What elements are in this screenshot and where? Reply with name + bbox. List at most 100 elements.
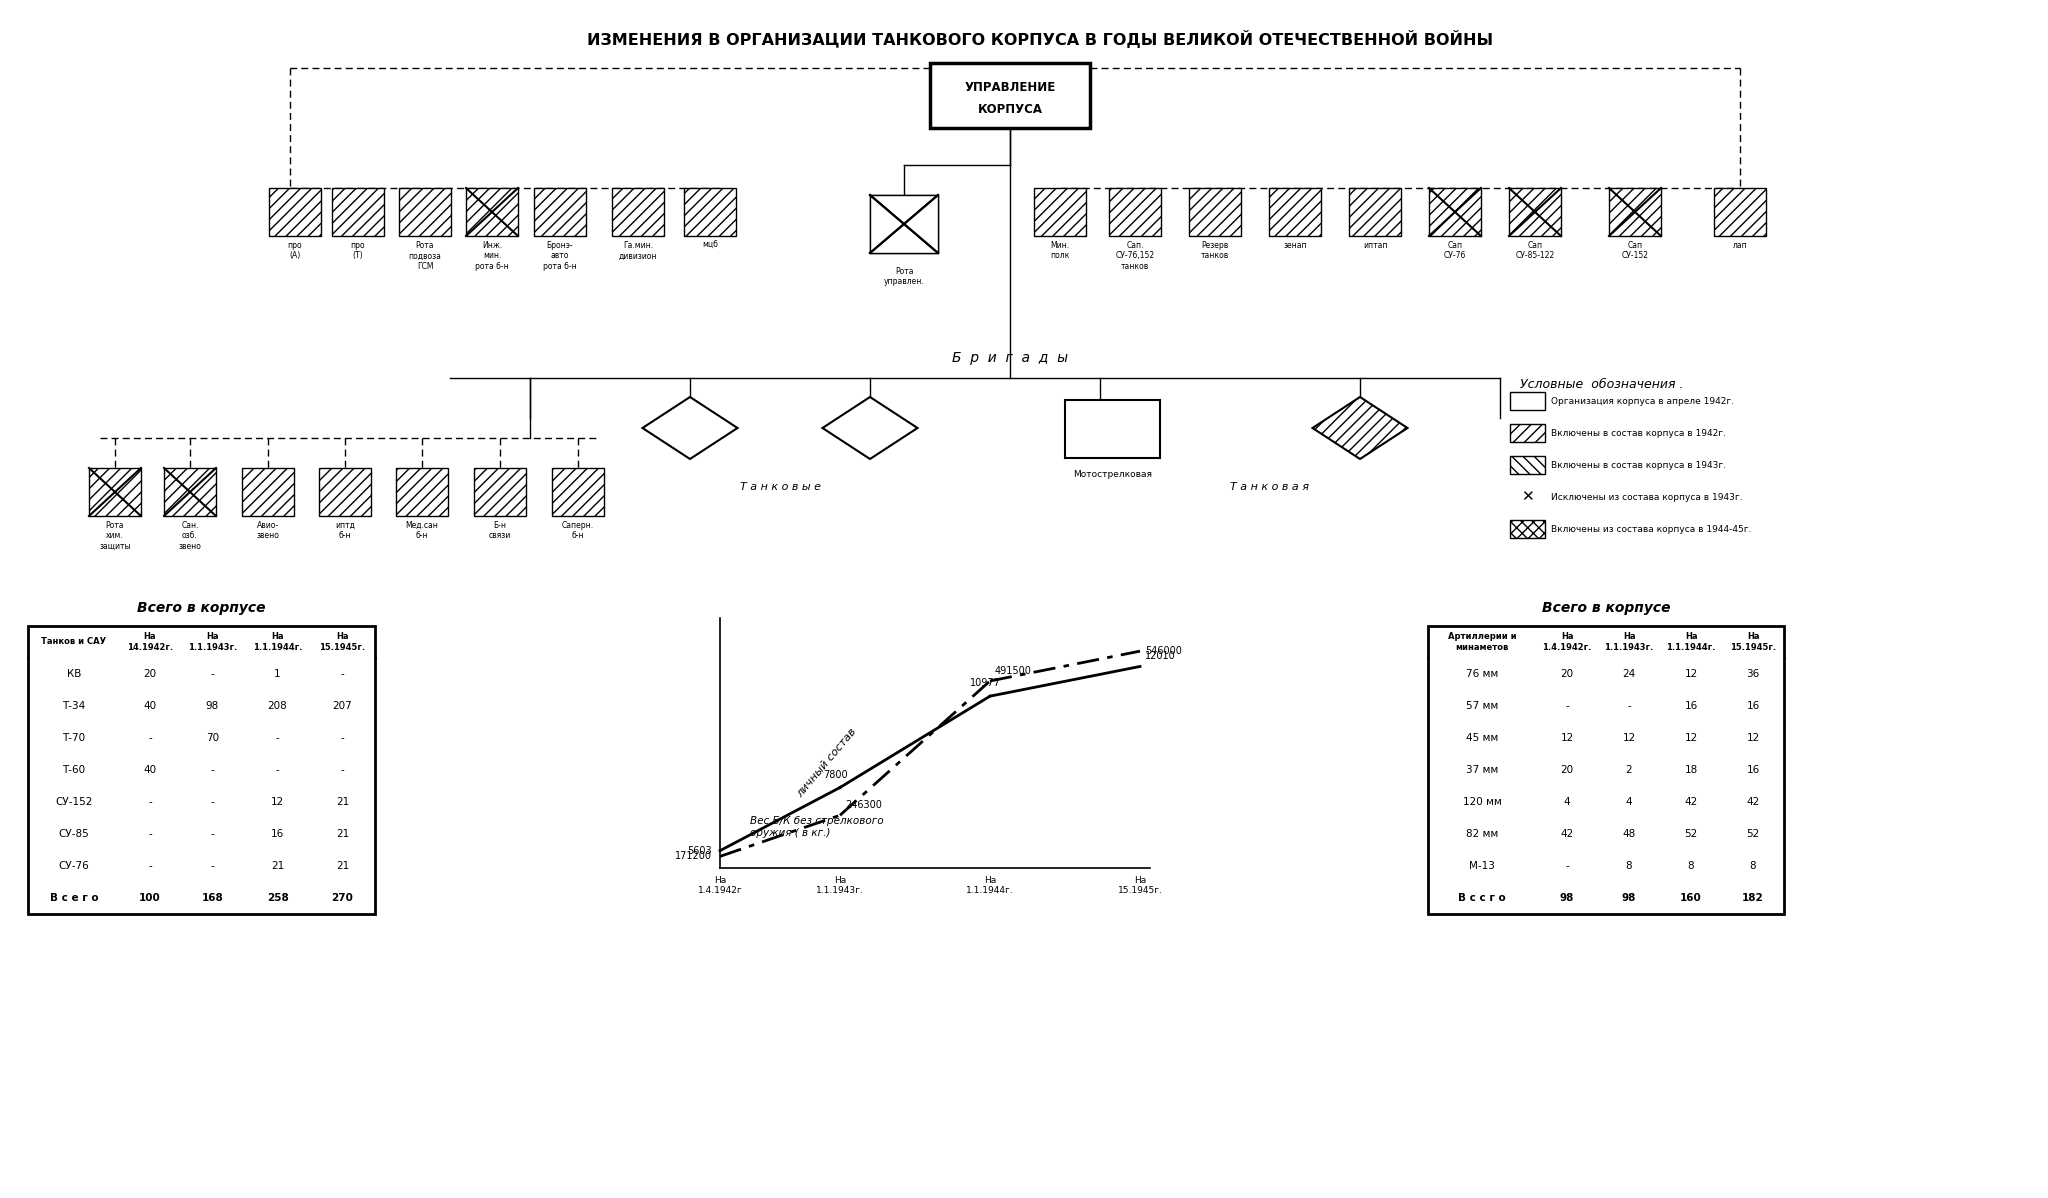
Text: 76 мм: 76 мм [1466,668,1499,679]
Text: Т а н к о в ы е: Т а н к о в ы е [739,482,821,492]
Text: -: - [211,861,215,871]
Text: 4: 4 [1565,797,1571,807]
Text: Всего в корпусе: Всего в корпусе [1542,601,1671,615]
Text: Сап
СУ-152: Сап СУ-152 [1622,241,1649,260]
Bar [1427,627,1784,914]
Bar [332,188,385,236]
Text: 20: 20 [1561,766,1573,775]
Bar [535,188,586,236]
Text: Га.мин.
дивизион: Га.мин. дивизион [618,241,657,260]
Text: Б-н
связи: Б-н связи [489,521,512,540]
Text: 21: 21 [336,829,348,839]
Bar [612,188,664,236]
Bar [1065,400,1159,458]
Text: Включены в состав корпуса в 1943г.: Включены в состав корпуса в 1943г. [1550,460,1726,470]
Text: зенап: зенап [1284,241,1307,250]
Text: На
15.1945г.: На 15.1945г. [1731,633,1776,652]
Bar [1714,188,1765,236]
Text: -: - [276,733,279,743]
Text: 100: 100 [139,893,162,903]
Text: Сап
СУ-85-122: Сап СУ-85-122 [1516,241,1554,260]
Polygon shape [1313,397,1407,459]
Text: СУ-85: СУ-85 [59,829,90,839]
Text: ИЗМЕНЕНИЯ В ОРГАНИЗАЦИИ ТАНКОВОГО КОРПУСА В ГОДЫ ВЕЛИКОЙ ОТЕЧЕСТВЕННОЙ ВОЙНЫ: ИЗМЕНЕНИЯ В ОРГАНИЗАЦИИ ТАНКОВОГО КОРПУС… [588,30,1493,48]
Text: 42: 42 [1747,797,1759,807]
Polygon shape [823,397,918,459]
Text: иптап: иптап [1362,241,1386,250]
Text: 546000: 546000 [1145,646,1182,657]
Bar [1034,188,1085,236]
Text: Т-60: Т-60 [61,766,86,775]
Text: Саперн.
б-н: Саперн. б-н [561,521,594,540]
Text: 12: 12 [1747,733,1759,743]
Text: 36: 36 [1747,668,1759,679]
Text: 12: 12 [1622,733,1636,743]
Text: Всего в корпусе: Всего в корпусе [137,601,266,615]
Text: 168: 168 [201,893,223,903]
Text: 52: 52 [1683,829,1698,839]
Text: На
1.4.1942г: На 1.4.1942г [698,876,741,895]
Text: лап: лап [1733,241,1747,250]
Text: 10977: 10977 [969,678,999,688]
Text: 16: 16 [1747,701,1759,710]
Text: личный состав: личный состав [795,726,858,799]
Bar [1350,188,1401,236]
Text: 40: 40 [143,701,156,710]
Text: КОРПУСА: КОРПУСА [977,103,1042,116]
Bar [1190,188,1241,236]
Text: иптд
б-н: иптд б-н [336,521,354,540]
Bar [1110,188,1161,236]
Text: 21: 21 [336,861,348,871]
Text: Условные  обозначения .: Условные обозначения . [1520,379,1683,391]
Text: На
1.1.1943г.: На 1.1.1943г. [815,876,864,895]
Text: -: - [147,829,152,839]
Text: 246300: 246300 [846,800,883,810]
Text: Танков и САУ: Танков и САУ [41,637,106,647]
Bar [553,468,604,516]
Bar [1430,188,1481,236]
Text: -: - [147,797,152,807]
Text: На
1.1.1944г.: На 1.1.1944г. [252,633,303,652]
Bar [1509,188,1561,236]
Text: Т-34: Т-34 [61,701,86,710]
Bar [395,468,449,516]
Bar [399,188,451,236]
Text: 12: 12 [1683,668,1698,679]
Text: 20: 20 [1561,668,1573,679]
Text: -: - [211,829,215,839]
Text: Мотострелковая: Мотострелковая [1073,470,1151,479]
Bar [88,468,141,516]
Text: -: - [340,766,344,775]
Text: 42: 42 [1683,797,1698,807]
Text: 171200: 171200 [676,852,713,861]
Text: УПРАВЛЕНИЕ: УПРАВЛЕНИЕ [965,81,1055,95]
Text: Резерв
танков: Резерв танков [1200,241,1229,260]
Text: Артиллерии и
минаметов: Артиллерии и минаметов [1448,633,1516,652]
Text: На
1.1.1944г.: На 1.1.1944г. [1667,633,1716,652]
Text: 491500: 491500 [995,666,1032,676]
Text: ✕: ✕ [1522,490,1534,504]
Text: 7800: 7800 [823,769,848,780]
Polygon shape [643,397,737,459]
Text: 45 мм: 45 мм [1466,733,1499,743]
Text: -: - [211,766,215,775]
Bar [268,188,322,236]
Text: -: - [340,668,344,679]
Text: 208: 208 [268,701,287,710]
Bar [467,188,518,236]
Text: 42: 42 [1561,829,1573,839]
Text: Включены в состав корпуса в 1942г.: Включены в состав корпуса в 1942г. [1550,429,1726,437]
Text: СУ-76: СУ-76 [59,861,90,871]
Text: 182: 182 [1743,893,1763,903]
Text: Рота
управлен.: Рота управлен. [883,267,924,286]
Text: Инж.
мин.
рота б-н: Инж. мин. рота б-н [475,241,508,271]
Text: На
1.1.1943г.: На 1.1.1943г. [1604,633,1653,652]
Bar [164,468,215,516]
Text: 8: 8 [1626,861,1632,871]
Bar [1509,488,1544,506]
Text: -: - [147,733,152,743]
Text: На
15.1945г.: На 15.1945г. [1118,876,1163,895]
Text: М-13: М-13 [1468,861,1495,871]
Text: -: - [211,668,215,679]
Bar [242,468,295,516]
